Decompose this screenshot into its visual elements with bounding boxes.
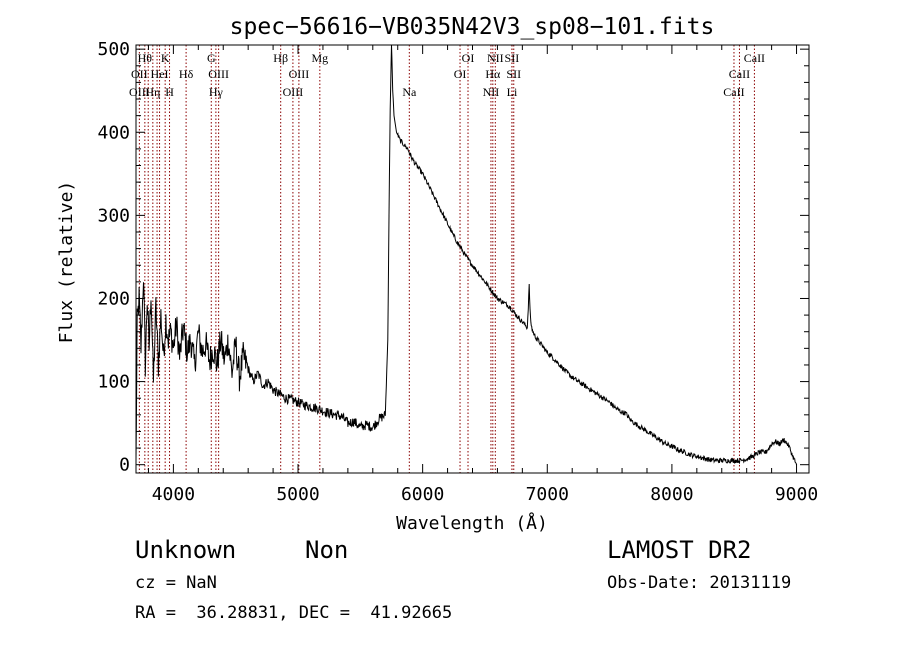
y-axis-label: Flux (relative) <box>56 181 77 344</box>
spectral-line-label: SII <box>506 67 521 81</box>
spectral-line-label: NII <box>487 51 504 65</box>
spectral-line-label: Hη <box>145 85 160 99</box>
x-tick-label: 4000 <box>152 484 195 505</box>
spectral-line-label: CaII <box>729 67 750 81</box>
x-tick-label: 5000 <box>276 484 319 505</box>
spectral-line-label: Hβ <box>273 51 288 65</box>
spectral-line-label: OI <box>454 67 467 81</box>
spectrum-series-line <box>135 44 797 465</box>
spectral-line-label: CaII <box>723 85 744 99</box>
spectral-line-label: G <box>207 51 216 65</box>
object-class: Unknown <box>135 536 237 564</box>
spectral-line-label: H <box>165 85 174 99</box>
y-tick-label: 500 <box>97 39 130 60</box>
y-tick-label: 200 <box>97 288 130 309</box>
x-axis-label: Wavelength (Å) <box>396 512 548 534</box>
y-tick-label: 400 <box>97 122 130 143</box>
spectral-line-labels: OIIOIIIHθHηHeIKHHδGHγOIIIHβOIIIOIIIMgNaO… <box>129 51 765 99</box>
spectral-line-label: Hθ <box>138 51 153 65</box>
ra-dec-coordinates: RA = 36.28831, DEC = 41.92665 <box>135 603 453 623</box>
observation-date: Obs-Date: 20131119 <box>607 573 792 593</box>
spectral-line-label: OI <box>462 51 475 65</box>
spectral-line-label: Na <box>402 85 417 99</box>
spectral-line-label: OIII <box>289 67 310 81</box>
spectral-line-label: SII <box>505 51 520 65</box>
x-tick-label: 8000 <box>650 484 693 505</box>
spectral-line-label: Li <box>507 85 518 99</box>
spectral-line-label: Mg <box>311 51 328 65</box>
y-tick-label: 300 <box>97 205 130 226</box>
spectral-line-label: OIII <box>129 85 150 99</box>
spectral-line-label: Hα <box>485 67 501 81</box>
spectral-line-label: K <box>161 51 170 65</box>
y-tick-label: 0 <box>119 455 130 476</box>
x-tick-label: 9000 <box>775 484 818 505</box>
survey-name: LAMOST DR2 <box>607 536 752 564</box>
axis-ticks: 4000 5000 6000 7000 8000 9000 0 100 200 300 400 500 <box>97 39 818 505</box>
spectral-line-label: OIII <box>208 67 229 81</box>
y-tick-label: 100 <box>97 372 130 393</box>
x-tick-label: 6000 <box>401 484 444 505</box>
spectral-line-markers <box>138 45 755 473</box>
object-subclass: Non <box>305 536 349 564</box>
spectral-line-label: Hγ <box>209 85 224 99</box>
x-tick-label: 7000 <box>526 484 569 505</box>
redshift-cz: cz = NaN <box>135 573 217 593</box>
spectral-line-label: OII <box>131 67 148 81</box>
spectral-line-label: OIII <box>283 85 304 99</box>
spectral-line-label: CaII <box>744 51 765 65</box>
spectral-line-label: NII <box>483 85 500 99</box>
plot-frame <box>135 44 810 474</box>
spectral-line-label: HeI <box>151 67 169 81</box>
spectral-line-label: Hδ <box>179 67 194 81</box>
chart-title: spec−56616−VB035N42V3_sp08−101.fits <box>230 14 715 40</box>
